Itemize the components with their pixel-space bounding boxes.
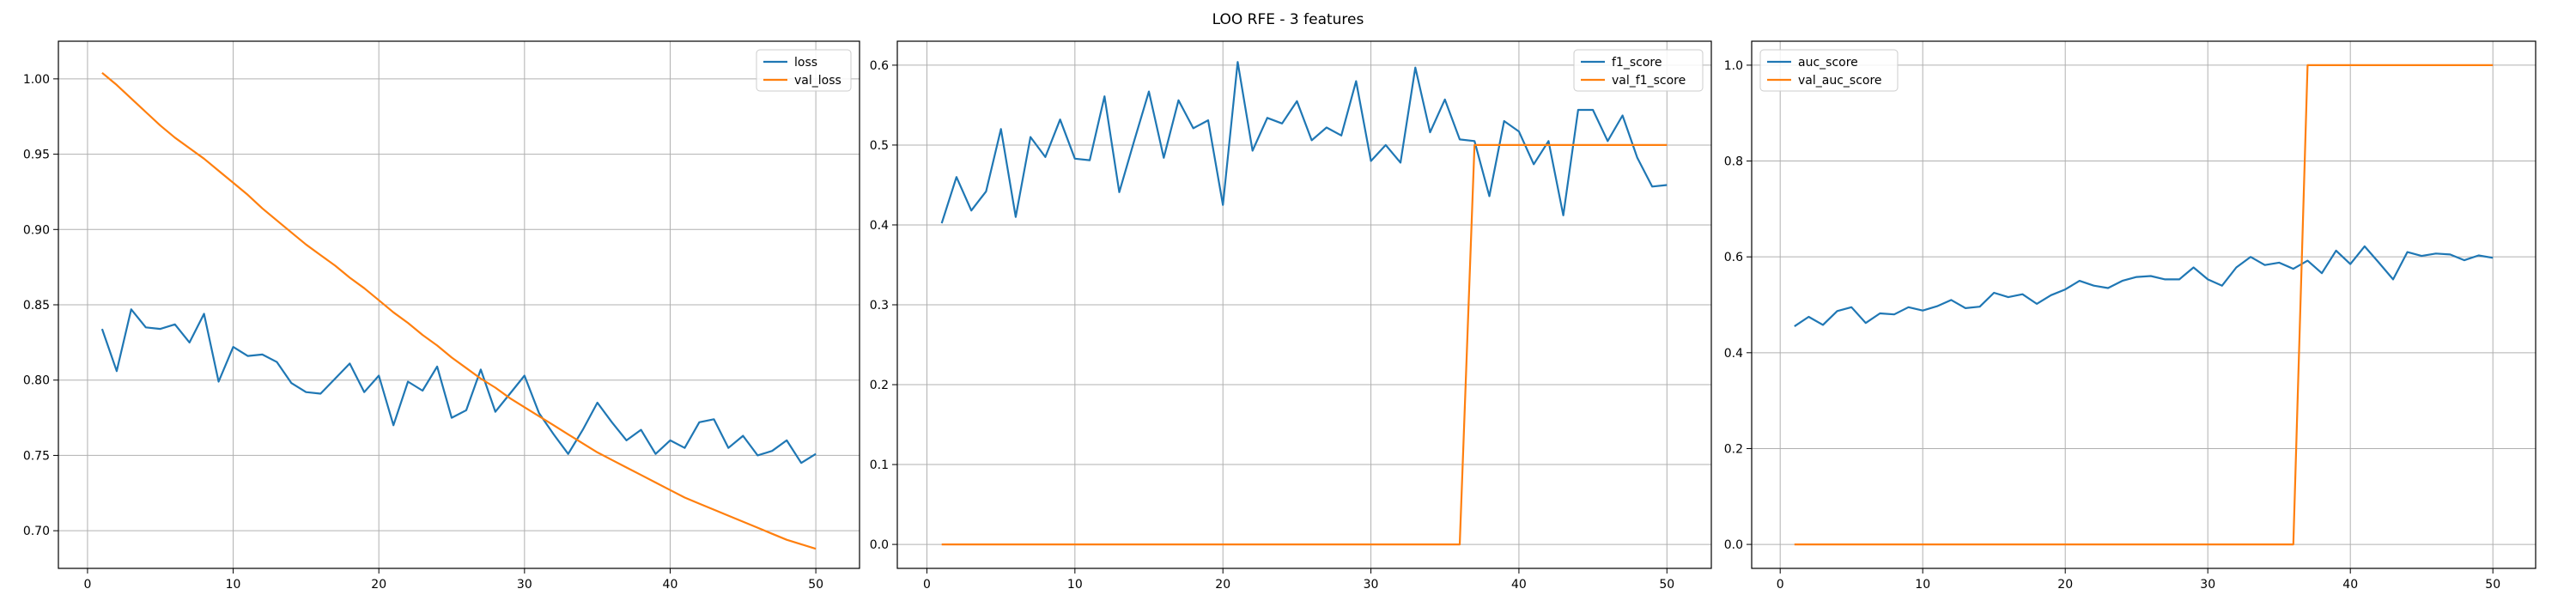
series-line-val_f1_score [941, 143, 1668, 546]
legend-label-auc_score: auc_score [1798, 56, 1858, 70]
x-tick-label: 50 [808, 578, 823, 592]
x-tick-label: 20 [1215, 578, 1230, 592]
y-tick-label: 0.5 [870, 139, 889, 153]
x-tick-label: 10 [1915, 578, 1930, 592]
x-tick-label: 40 [1511, 578, 1527, 592]
y-tick-label: 0.75 [23, 449, 50, 463]
x-tick-label: 0 [923, 578, 931, 592]
figure-title: LOO RFE - 3 features [1212, 11, 1364, 28]
legend-box [1573, 49, 1704, 92]
series-line-val_loss [101, 71, 817, 550]
legend-label-val_loss: val_loss [794, 74, 841, 88]
legend-box [1759, 49, 1899, 92]
x-tick-label: 50 [2485, 578, 2500, 592]
y-tick-label: 0.1 [870, 458, 889, 472]
y-tick-label: 0.3 [870, 299, 889, 313]
x-tick-label: 40 [2342, 578, 2358, 592]
legend-label-val_auc_score: val_auc_score [1798, 74, 1882, 88]
legend-label-loss: loss [794, 56, 817, 70]
y-tick-label: 0.2 [1724, 442, 1743, 456]
y-tick-label: 0.4 [870, 219, 889, 233]
x-tick-label: 30 [1364, 578, 1379, 592]
legend-label-val_f1_score: val_f1_score [1612, 74, 1686, 88]
y-tick-label: 0.8 [1724, 155, 1743, 169]
legend-label-f1_score: f1_score [1612, 56, 1662, 70]
y-tick-label: 0.0 [870, 538, 889, 552]
x-tick-label: 10 [226, 578, 241, 592]
y-tick-label: 1.0 [1724, 59, 1743, 73]
axes-frame [1751, 40, 2537, 569]
x-tick-label: 50 [1659, 578, 1674, 592]
y-tick-label: 0.95 [23, 149, 50, 162]
x-tick-label: 30 [517, 578, 532, 592]
y-tick-label: 0.4 [1724, 347, 1743, 361]
y-tick-label: 0.0 [1724, 538, 1743, 552]
y-tick-label: 0.6 [1724, 251, 1743, 264]
series-line-auc_score [1794, 245, 2494, 328]
x-tick-label: 10 [1067, 578, 1083, 592]
y-tick-label: 0.90 [23, 223, 50, 237]
y-tick-label: 0.70 [23, 525, 50, 538]
x-tick-label: 0 [83, 578, 91, 592]
y-tick-label: 1.00 [23, 73, 50, 87]
x-tick-label: 20 [371, 578, 386, 592]
y-tick-label: 0.2 [870, 379, 889, 392]
x-tick-label: 0 [1777, 578, 1784, 592]
x-tick-label: 30 [2200, 578, 2215, 592]
series-line-val_auc_score [1794, 64, 2494, 546]
y-tick-label: 0.85 [23, 299, 50, 313]
series-line-loss [100, 308, 817, 464]
x-tick-label: 20 [2057, 578, 2073, 592]
x-tick-label: 40 [663, 578, 678, 592]
y-tick-label: 0.80 [23, 374, 50, 388]
y-tick-label: 0.6 [870, 59, 889, 73]
